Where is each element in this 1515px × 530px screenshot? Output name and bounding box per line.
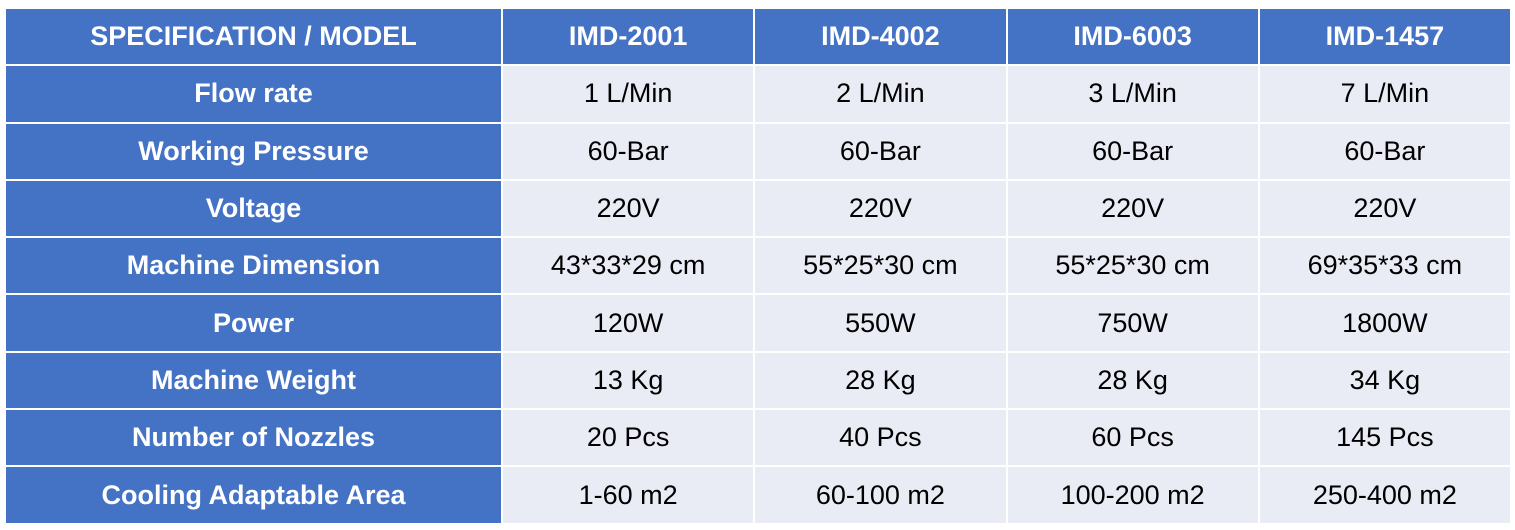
cell: 220V	[1007, 180, 1258, 237]
cell: 1-60 m2	[503, 467, 754, 523]
cell: 1 L/Min	[503, 66, 754, 122]
cell: 40 Pcs	[755, 410, 1006, 466]
table-row: Machine Weight 13 Kg 28 Kg 28 Kg 34 Kg	[6, 352, 1510, 409]
cell: 60-Bar	[755, 123, 1006, 179]
table-row: Voltage 220V 220V 220V 220V	[6, 180, 1510, 237]
cell: 3 L/Min	[1007, 66, 1258, 122]
cell: 60-Bar	[1007, 123, 1258, 179]
cell: 60 Pcs	[1007, 410, 1258, 466]
cell: 55*25*30 cm	[1007, 238, 1258, 294]
row-label: Number of Nozzles	[6, 410, 501, 466]
cell: 120W	[503, 295, 754, 351]
cell: 750W	[1007, 295, 1258, 351]
cell: 60-100 m2	[755, 467, 1006, 523]
table-row: Power 120W 550W 750W 1800W	[6, 295, 1510, 351]
cell: 1800W	[1259, 295, 1510, 351]
row-label: Cooling Adaptable Area	[6, 467, 501, 523]
table-row: Flow rate 1 L/Min 2 L/Min 3 L/Min 7 L/Min	[6, 66, 1510, 122]
header-row: SPECIFICATION / MODEL IMD-2001 IMD-4002 IMD…	[6, 9, 1510, 65]
header-cell: SPECIFICATION / MODEL	[6, 9, 501, 65]
cell: 100-200 m2	[1007, 467, 1258, 523]
cell: 60-Bar	[1259, 123, 1510, 179]
cell: 250-400 m2	[1259, 467, 1510, 523]
header-cell: IMD-1457	[1259, 9, 1510, 65]
row-label: Machine Dimension	[6, 238, 501, 294]
table-row: Machine Dimension 43*33*29 cm 55*25*30 cm 5…	[6, 238, 1510, 294]
cell: 145 Pcs	[1259, 410, 1510, 466]
table-row: Number of Nozzles 20 Pcs 40 Pcs 60 Pcs 145 P…	[6, 410, 1510, 466]
row-label: Power	[6, 295, 501, 351]
cell: 13 Kg	[503, 352, 754, 409]
row-label: Flow rate	[6, 66, 501, 122]
cell: 28 Kg	[755, 352, 1006, 409]
row-label: Working Pressure	[6, 123, 501, 179]
cell: 7 L/Min	[1259, 66, 1510, 122]
header-cell: IMD-4002	[755, 9, 1006, 65]
cell: 55*25*30 cm	[755, 238, 1006, 294]
cell: 20 Pcs	[503, 410, 754, 466]
row-label: Voltage	[6, 180, 501, 237]
cell: 60-Bar	[503, 123, 754, 179]
cell: 2 L/Min	[755, 66, 1006, 122]
cell: 220V	[1259, 180, 1510, 237]
cell: 220V	[755, 180, 1006, 237]
spec-table: SPECIFICATION / MODEL IMD-2001 IMD-4002 IMD…	[4, 7, 1512, 525]
cell: 28 Kg	[1007, 352, 1258, 409]
cell: 220V	[503, 180, 754, 237]
cell: 550W	[755, 295, 1006, 351]
cell: 34 Kg	[1259, 352, 1510, 409]
row-label: Machine Weight	[6, 352, 501, 409]
cell: 69*35*33 cm	[1259, 238, 1510, 294]
header-cell: IMD-2001	[503, 9, 754, 65]
table-row: Working Pressure 60-Bar 60-Bar 60-Bar 60-Bar	[6, 123, 1510, 179]
header-cell: IMD-6003	[1007, 9, 1258, 65]
cell: 43*33*29 cm	[503, 238, 754, 294]
table-row: Cooling Adaptable Area 1-60 m2 60-100 m2 10…	[6, 467, 1510, 523]
